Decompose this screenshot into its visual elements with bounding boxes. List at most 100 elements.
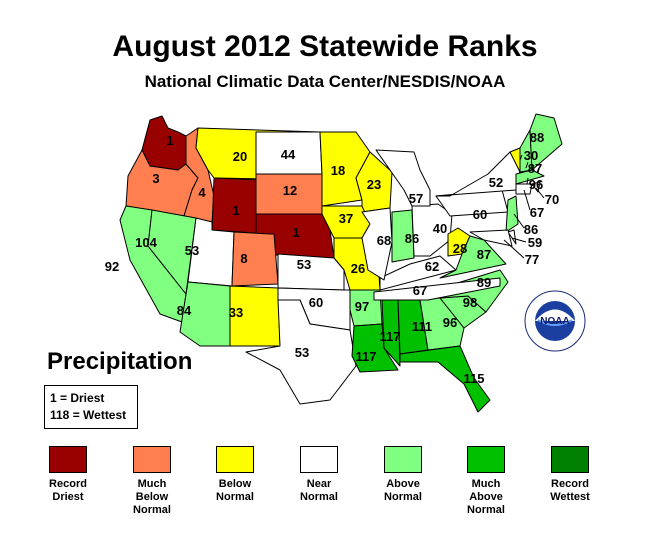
state-rank-sc: 98	[463, 295, 477, 310]
legend-swatch	[551, 446, 589, 473]
state-rank-id: 4	[198, 185, 206, 200]
state-rank-wi: 23	[367, 177, 381, 192]
rank-scale-key: 1 = Driest 118 = Wettest	[44, 385, 138, 429]
state-me	[529, 113, 563, 171]
state-rank-me: 88	[530, 130, 544, 145]
legend-item-record-driest: Record Driest	[26, 446, 110, 504]
legend-swatch	[49, 446, 87, 473]
state-rank-fl: 115	[464, 371, 485, 386]
state-rank-ky: 62	[425, 259, 439, 274]
state-rank-ne: 1	[292, 225, 299, 240]
state-rank-vt: 30	[524, 148, 538, 163]
leader-line-md	[503, 239, 525, 259]
state-rank-mo: 26	[351, 261, 365, 276]
state-az	[179, 281, 231, 347]
state-rank-ny: 52	[489, 175, 503, 190]
scale-wettest: 118 = Wettest	[50, 408, 127, 422]
state-rank-ga: 96	[443, 315, 457, 330]
state-rank-nh: 87	[528, 161, 542, 176]
state-rank-ut: 53	[185, 243, 199, 258]
state-ky	[379, 255, 457, 291]
state-la	[351, 323, 399, 373]
leader-line-ma	[526, 177, 529, 185]
state-rank-tx: 53	[295, 345, 309, 360]
state-rank-va: 87	[477, 247, 491, 262]
state-ct	[515, 183, 533, 195]
state-rank-ms: 117	[380, 329, 401, 344]
legend-swatch	[216, 446, 254, 473]
scale-driest: 1 = Driest	[50, 391, 105, 405]
legend-swatch	[300, 446, 338, 473]
state-rank-wv: 28	[453, 241, 467, 256]
state-rank-nm: 33	[229, 305, 243, 320]
state-rank-sd: 12	[283, 183, 297, 198]
legend-swatch	[467, 446, 505, 473]
state-rank-la: 117	[356, 349, 377, 364]
leader-line-ri	[535, 187, 545, 199]
leader-line-de	[511, 237, 527, 243]
legend-item-much-below-normal: Much Below Normal	[110, 446, 194, 517]
state-wa	[141, 115, 187, 171]
state-in	[391, 209, 415, 263]
map-subtitle: National Climatic Data Center/NESDIS/NOA…	[144, 72, 506, 91]
legend-label: Record Driest	[49, 478, 87, 503]
state-rank-ca: 92	[105, 259, 119, 274]
state-rank-mn: 18	[331, 163, 345, 178]
state-rank-nd: 44	[281, 147, 296, 162]
state-rank-co: 8	[240, 251, 247, 266]
state-ks	[277, 253, 345, 291]
state-tx	[245, 299, 357, 405]
state-rank-al: 111	[412, 319, 432, 334]
legend-item-record-wettest: Record Wettest	[528, 446, 612, 504]
state-de	[507, 229, 517, 245]
state-rank-ar: 97	[355, 299, 369, 314]
legend-swatch	[384, 446, 422, 473]
state-rank-wy: 1	[232, 203, 239, 218]
state-rank-de: 59	[528, 235, 542, 250]
state-md	[469, 229, 513, 247]
leader-line-nh	[525, 161, 529, 169]
legend-label: Much Above Normal	[467, 478, 505, 516]
state-rank-tn: 67	[413, 283, 427, 298]
state-tn	[373, 277, 501, 301]
state-rank-oh: 40	[433, 221, 447, 236]
legend-label: Much Below Normal	[133, 478, 171, 516]
legend-label: Below Normal	[216, 478, 254, 503]
leader-line-ct	[523, 189, 531, 211]
state-mi	[375, 149, 431, 207]
state-rank-il: 68	[377, 233, 391, 248]
state-rank-or: 3	[152, 171, 159, 186]
map-title: August 2012 Statewide Ranks	[112, 30, 538, 63]
state-rank-ct: 67	[530, 205, 544, 220]
state-rank-wa: 1	[166, 133, 173, 148]
state-rank-az: 84	[177, 303, 192, 318]
legend-item-much-above-normal: Much Above Normal	[444, 446, 528, 517]
legend-item-below-normal: Below Normal	[193, 446, 277, 504]
legend-item-above-normal: Above Normal	[361, 446, 445, 504]
state-rank-md: 77	[525, 252, 539, 267]
state-rank-mt: 20	[233, 149, 247, 164]
state-rank-nc: 89	[477, 275, 491, 290]
noaa-logo-text: NOAA	[540, 316, 569, 327]
panel-title: Precipitation	[47, 348, 193, 375]
legend-swatch	[133, 446, 171, 473]
legend-label: Near Normal	[300, 478, 338, 503]
legend-item-near-normal: Near Normal	[277, 446, 361, 504]
noaa-logo: NOAA	[524, 290, 586, 352]
leader-line-vt	[519, 154, 523, 161]
state-rank-ks: 53	[297, 257, 311, 272]
state-rank-nv: 104	[135, 235, 157, 250]
state-ri	[531, 181, 541, 193]
state-ma	[515, 169, 545, 185]
state-il	[361, 207, 393, 281]
state-rank-pa: 60	[473, 207, 487, 222]
state-rank-nj: 86	[524, 222, 538, 237]
state-co	[231, 231, 279, 287]
state-fl	[399, 345, 491, 413]
state-rank-in: 86	[405, 231, 419, 246]
legend-label: Record Wettest	[550, 478, 590, 503]
leader-line-nj	[513, 213, 525, 229]
state-rank-ma: 96	[529, 177, 543, 192]
legend-label: Above Normal	[384, 478, 422, 503]
